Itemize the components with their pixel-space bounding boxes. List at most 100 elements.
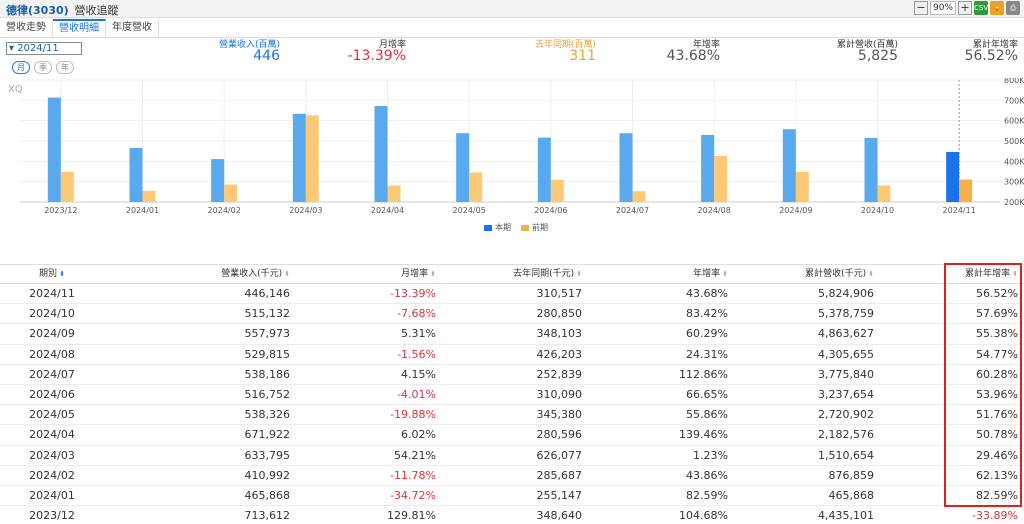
zoom-in-button[interactable]: + <box>958 1 972 15</box>
table-cell: -19.88% <box>390 408 436 422</box>
table-row[interactable]: 2024/09 557,973 5.31% 348,103 60.29% 4,863,62… <box>0 324 1024 345</box>
x-tick-label: 2024/02 <box>208 206 241 215</box>
table-row[interactable]: 2024/01 465,868 -34.72% 255,147 82.59% 465,86… <box>0 486 1024 507</box>
bar-current[interactable] <box>456 133 470 202</box>
table-cell: 55.38% <box>976 327 1018 341</box>
summary-mom-label: 月增率 <box>378 40 406 50</box>
table-row[interactable]: 2024/03 633,795 54.21% 626,077 1.23% 1,510,65… <box>0 446 1024 466</box>
table-cell: 538,326 <box>244 408 291 422</box>
print-icon[interactable]: ⎙ <box>1006 1 1020 15</box>
table-cell: -1.56% <box>397 347 436 361</box>
legend-previous[interactable]: 前期 <box>521 222 548 233</box>
table-cell: 310,517 <box>536 287 583 300</box>
table-row[interactable]: 2024/05 538,326 -19.88% 345,380 55.86% 2,720,… <box>0 405 1024 426</box>
table-cell: 54.77% <box>976 347 1018 361</box>
zoom-out-button[interactable]: − <box>914 1 928 15</box>
tab-revenue-detail[interactable]: 營收明細 <box>53 19 106 37</box>
bar-previous[interactable] <box>795 171 809 202</box>
bar-current[interactable] <box>864 137 878 202</box>
y-tick-label: 600K <box>1004 117 1024 126</box>
col-cumulative-yoy[interactable]: 累計年增率 ⬍ <box>965 269 1018 279</box>
revenue-table: 期別 ⬍ 營業收入(千元) ⬍ 月增率 ⬍ 去年同期(千元) ⬍ 年增率 ⬍ 累計營收(千… <box>0 264 1024 524</box>
bar-current[interactable] <box>292 113 306 202</box>
lock-icon[interactable]: 🔓 <box>990 1 1004 15</box>
col-mom[interactable]: 月增率 ⬍ <box>401 269 436 279</box>
bar-current[interactable] <box>782 129 796 202</box>
table-cell: -4.01% <box>397 387 436 401</box>
summary-prev-year-label: 去年同期(百萬) <box>534 40 596 50</box>
y-tick-label: 200K <box>1004 198 1024 207</box>
bar-current[interactable] <box>374 106 388 202</box>
table-cell: 4,863,627 <box>818 327 874 341</box>
col-revenue[interactable]: 營業收入(千元) ⬍ <box>221 269 290 279</box>
summary-cumulative-yoy-label: 累計年增率 <box>972 40 1018 50</box>
bar-current[interactable] <box>129 147 143 202</box>
bar-previous[interactable] <box>877 185 891 202</box>
legend-current[interactable]: 本期 <box>484 222 511 233</box>
summary-cumulative-value: 5,825 <box>857 48 898 64</box>
bar-previous[interactable] <box>469 172 483 202</box>
table-row[interactable]: 2024/07 538,186 4.15% 252,839 112.86% 3,775,8… <box>0 365 1024 385</box>
table-cell: 446,146 <box>244 287 291 300</box>
table-header: 期別 ⬍ 營業收入(千元) ⬍ 月增率 ⬍ 去年同期(千元) ⬍ 年增率 ⬍ 累計營收(千… <box>0 264 1024 284</box>
bar-previous[interactable] <box>387 185 401 202</box>
table-cell: 2,182,576 <box>818 428 874 442</box>
col-cumulative[interactable]: 累計營收(千元) ⬍ <box>805 269 874 279</box>
table-cell: 60.28% <box>976 367 1018 381</box>
bar-current[interactable] <box>537 137 551 202</box>
table-row[interactable]: 2024/04 671,922 6.02% 280,596 139.46% 2,182,5… <box>0 425 1024 446</box>
table-row[interactable]: 2024/08 529,815 -1.56% 426,203 24.31% 4,305,6… <box>0 345 1024 365</box>
bar-previous[interactable] <box>632 191 646 202</box>
y-tick-label: 400K <box>1004 157 1024 166</box>
table-cell: 465,868 <box>244 488 291 502</box>
table-body: 2024/11 446,146 -13.39% 310,517 43.68% 5,824,… <box>0 284 1024 524</box>
table-cell: 2024/05 <box>29 408 75 422</box>
table-cell: 2024/03 <box>29 448 75 462</box>
summary-revenue-value: 446 <box>253 48 280 64</box>
table-cell: 83.42% <box>686 307 728 321</box>
bar-previous[interactable] <box>550 179 564 202</box>
bar-current[interactable] <box>701 134 715 202</box>
bar-previous[interactable] <box>60 171 74 202</box>
period-month-button[interactable]: 月 <box>12 61 30 74</box>
table-row[interactable]: 2024/11 446,146 -13.39% 310,517 43.68% 5,824,… <box>0 284 1024 305</box>
table-row[interactable]: 2024/06 516,752 -4.01% 310,090 66.65% 3,237,6… <box>0 385 1024 406</box>
period-quarter-button[interactable]: 季 <box>34 61 52 74</box>
bar-current[interactable] <box>946 151 960 202</box>
summary-yoy-value: 43.68% <box>666 48 720 64</box>
bar-previous[interactable] <box>959 179 973 202</box>
table-row[interactable]: 2024/10 515,132 -7.68% 280,850 83.42% 5,378,7… <box>0 304 1024 325</box>
table-cell: 252,839 <box>536 367 583 381</box>
tab-annual-revenue[interactable]: 年度營收 <box>106 19 159 37</box>
x-tick-label: 2024/03 <box>289 206 322 215</box>
csv-export-icon[interactable]: CSV <box>974 1 988 15</box>
y-tick-label: 700K <box>1004 96 1024 105</box>
table-cell: 50.78% <box>976 428 1018 442</box>
legend-swatch-current <box>484 224 492 231</box>
bar-current[interactable] <box>619 133 633 202</box>
table-row[interactable]: 2024/02 410,992 -11.78% 285,687 43.86% 876,85… <box>0 466 1024 486</box>
summary-revenue-label: 營業收入(百萬) <box>218 40 280 50</box>
zoom-controls: − 90% + CSV 🔓 ⎙ <box>914 1 1020 15</box>
col-period[interactable]: 期別 ⬍ <box>39 269 65 279</box>
bar-current[interactable] <box>211 159 225 202</box>
period-year-button[interactable]: 年 <box>56 61 74 74</box>
bar-current[interactable] <box>47 97 61 202</box>
title-bar: 德律(3030) 營收追蹤 − 90% + CSV 🔓 ⎙ <box>0 0 1024 18</box>
bar-previous[interactable] <box>142 190 156 202</box>
table-cell: 43.86% <box>686 468 728 482</box>
x-tick-label: 2024/01 <box>126 206 159 215</box>
bar-previous[interactable] <box>305 115 319 202</box>
table-cell: 54.21% <box>394 448 436 462</box>
table-cell: 3,775,840 <box>818 367 874 381</box>
bar-previous[interactable] <box>714 156 728 202</box>
table-cell: 2024/10 <box>29 307 75 321</box>
table-cell: 633,795 <box>244 448 291 462</box>
col-yoy[interactable]: 年增率 ⬍ <box>693 269 728 279</box>
col-prev-year[interactable]: 去年同期(千元) ⬍ <box>513 269 582 279</box>
period-dropdown[interactable]: ▾ 2024/11 <box>6 42 82 55</box>
table-row[interactable]: 2023/12 713,612 129.81% 348,640 104.68% 4,435… <box>0 506 1024 524</box>
tab-revenue-trend[interactable]: 營收走勢 <box>0 19 53 37</box>
bar-previous[interactable] <box>224 184 238 202</box>
table-cell: 104.68% <box>679 509 728 523</box>
